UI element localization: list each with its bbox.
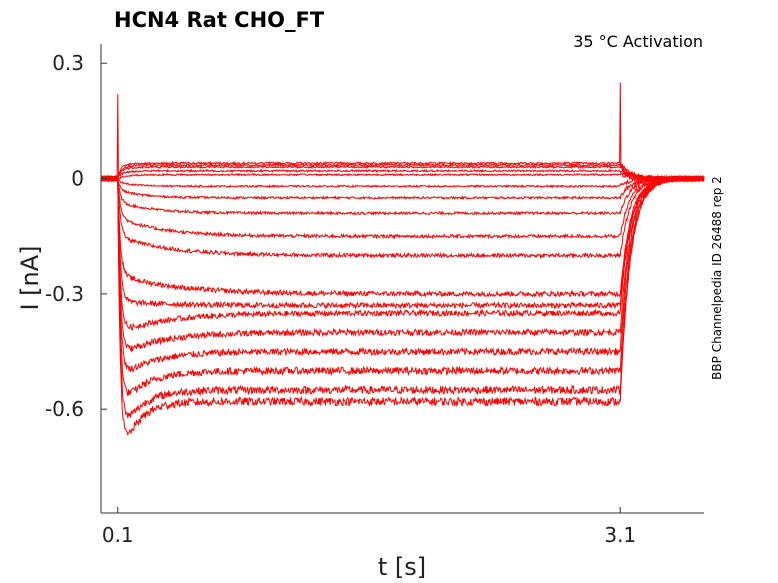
current-trace [100,175,705,189]
y-tick-group: 0.3 0 -0.3 -0.6 [45,51,107,421]
current-trace [100,175,705,419]
current-trace [100,175,705,201]
current-trace [100,174,705,217]
chart-title: HCN4 Rat CHO_FT [114,8,325,32]
source-id-label: BBP Channelpedia ID 26488 rep 2 [710,176,724,380]
current-trace [100,82,705,183]
condition-annotation: 35 °C Activation [573,32,703,51]
x-axis-label: t [s] [378,553,426,581]
y-tick-label: 0 [71,167,84,191]
y-tick-label: -0.3 [45,282,84,306]
plot-area [100,82,705,436]
y-axis-label: I [nA] [16,245,44,310]
y-tick-label: -0.6 [45,397,84,421]
current-trace [100,174,705,373]
x-tick-label: 0.1 [102,523,134,547]
current-trace [100,174,705,331]
current-trace [100,174,705,436]
y-tick-label: 0.3 [52,51,84,75]
current-trace [100,172,705,183]
current-trace [100,174,705,240]
current-trace [100,175,705,310]
current-trace [100,174,705,259]
current-trace [100,164,705,183]
current-trace [100,174,705,353]
current-trace [100,168,705,183]
x-tick-label: 3.1 [604,523,636,547]
trace-group [100,82,705,436]
x-tick-group: 0.1 3.1 [102,507,636,547]
current-trace [100,175,705,396]
current-trace [100,175,705,299]
